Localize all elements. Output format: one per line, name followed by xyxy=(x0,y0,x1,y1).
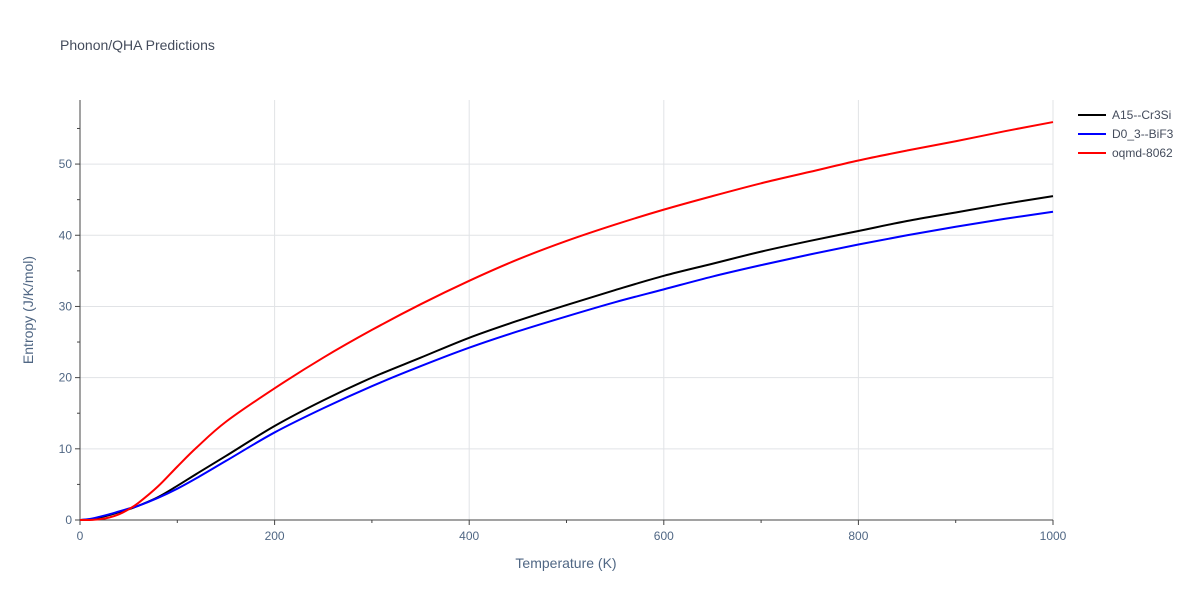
y-tick-label: 20 xyxy=(59,371,73,385)
y-tick-label: 50 xyxy=(59,157,73,171)
legend-label: oqmd-8062 xyxy=(1112,146,1173,160)
legend-label: D0_3--BiF3 xyxy=(1112,127,1174,141)
x-tick-label: 0 xyxy=(77,529,84,543)
y-tick-label: 30 xyxy=(59,299,73,313)
series-layer xyxy=(79,121,1054,522)
y-tick-label: 40 xyxy=(59,228,73,242)
series-line-1 xyxy=(79,195,1054,521)
legend: A15--Cr3Si D0_3--BiF3 oqmd-8062 xyxy=(1078,108,1174,160)
y-tick-label: 10 xyxy=(59,442,73,456)
y-tick-label: 0 xyxy=(65,513,72,527)
legend-label: A15--Cr3Si xyxy=(1112,108,1171,122)
series-line-3 xyxy=(79,121,1054,522)
grid-layer xyxy=(80,100,1054,520)
x-tick-label: 600 xyxy=(654,529,674,543)
x-tick-label: 400 xyxy=(459,529,479,543)
chart-title: Phonon/QHA Predictions xyxy=(60,37,215,53)
axes-layer: 0 200 400 600 800 1000 0 10 20 30 40 50 xyxy=(59,100,1067,543)
x-tick-label: 800 xyxy=(848,529,868,543)
series-line-2 xyxy=(79,210,1054,521)
x-axis-label: Temperature (K) xyxy=(515,555,616,571)
x-tick-label: 1000 xyxy=(1040,529,1067,543)
x-tick-label: 200 xyxy=(265,529,285,543)
y-axis-label: Entropy (J/K/mol) xyxy=(20,256,36,364)
